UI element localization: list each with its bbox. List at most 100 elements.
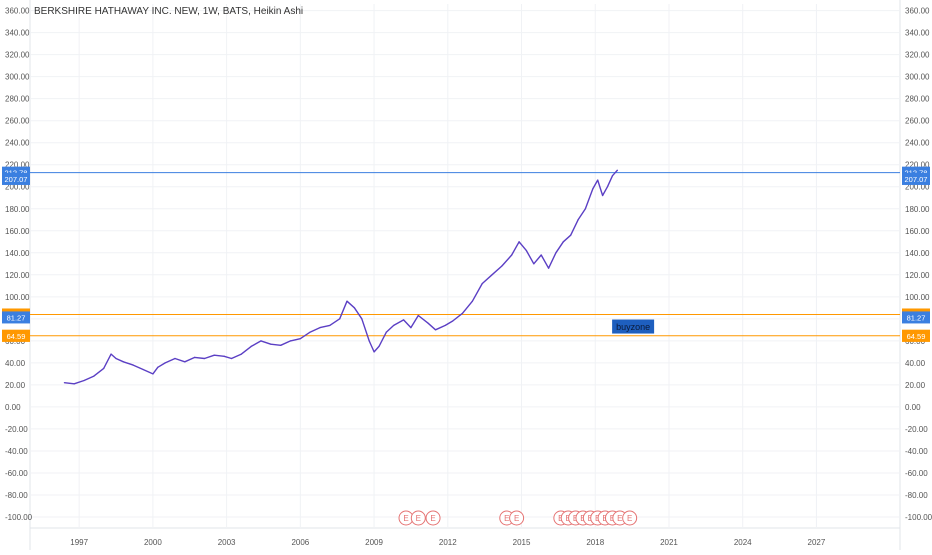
y-tick-label-left: 320.00 <box>5 51 30 60</box>
price-badge-right <box>902 311 930 324</box>
price-point <box>555 252 557 254</box>
x-tick-label: 2015 <box>513 538 531 547</box>
price-point <box>410 327 412 329</box>
price-point <box>373 351 375 353</box>
y-tick-label-left: 120.00 <box>5 271 30 280</box>
price-point <box>110 353 112 355</box>
price-point <box>203 357 206 360</box>
price-point <box>83 379 85 382</box>
price-point <box>525 249 528 252</box>
y-tick-label-right: 260.00 <box>905 117 930 126</box>
event-marker-label: E <box>504 514 509 523</box>
price-point <box>230 357 233 360</box>
price-point <box>103 367 105 369</box>
price-point <box>562 241 564 243</box>
y-tick-label-left: 20.00 <box>5 381 26 390</box>
y-tick-label-right: 180.00 <box>905 205 930 214</box>
y-tick-label-left: 0.00 <box>5 403 21 412</box>
price-point <box>491 274 493 276</box>
event-marker-label: E <box>627 514 632 523</box>
price-point <box>402 319 405 321</box>
y-tick-label-right: 40.00 <box>905 359 926 368</box>
y-tick-label-right: -40.00 <box>905 447 928 456</box>
price-badge-label-left: 207.07 <box>5 175 28 184</box>
event-marker <box>410 510 426 526</box>
y-tick-label-left: 280.00 <box>5 95 30 104</box>
price-point <box>592 188 594 190</box>
y-tick-label-left: 200.00 <box>5 183 30 192</box>
price-point <box>73 383 75 385</box>
event-marker-label: E <box>416 514 421 523</box>
y-tick-label-right: -20.00 <box>905 425 928 434</box>
price-point <box>353 307 356 309</box>
price-point <box>597 179 599 181</box>
y-tick-label-right: 100.00 <box>905 293 930 302</box>
y-tick-label-right: 220.00 <box>905 161 930 170</box>
x-tick-label: 2000 <box>144 538 162 547</box>
y-tick-label-left: 260.00 <box>5 117 30 126</box>
price-point <box>250 345 252 347</box>
price-point <box>115 357 117 360</box>
price-badge-label-left: 64.59 <box>7 332 26 341</box>
y-tick-label-left: -40.00 <box>5 447 28 456</box>
y-tick-label-left: 360.00 <box>5 7 30 16</box>
event-marker <box>425 510 441 526</box>
price-point <box>427 322 429 324</box>
price-point <box>547 267 550 269</box>
event-marker-label: E <box>617 514 622 523</box>
price-point <box>611 175 614 177</box>
y-tick-label-left: 40.00 <box>5 359 26 368</box>
y-tick-label-left: 220.00 <box>5 161 30 170</box>
price-badge-right <box>902 329 930 342</box>
y-tick-label-right: 140.00 <box>905 249 930 258</box>
price-point <box>260 340 262 342</box>
price-badge-left <box>2 172 30 185</box>
chart-title: BERKSHIRE HATHAWAY INC. NEW, 1W, BATS, H… <box>34 6 304 17</box>
price-point <box>299 338 301 340</box>
price-point <box>213 354 215 356</box>
x-tick-label: 2018 <box>586 538 604 547</box>
y-tick-label-right: 280.00 <box>905 95 930 104</box>
x-tick-label: 2021 <box>660 538 678 547</box>
price-point <box>240 353 242 355</box>
y-tick-label-right: 200.00 <box>905 183 930 192</box>
price-point <box>142 368 144 371</box>
event-marker-label: E <box>430 514 435 523</box>
price-point <box>164 362 166 364</box>
price-point <box>184 361 186 363</box>
price-point <box>417 314 419 317</box>
x-tick-label: 2012 <box>439 538 457 547</box>
y-tick-label-right: -80.00 <box>905 491 928 500</box>
x-tick-label: 2003 <box>218 538 236 547</box>
y-tick-label-left: -60.00 <box>5 469 28 478</box>
price-badge-label-right: 64.59 <box>907 332 926 341</box>
price-point <box>602 194 604 197</box>
event-marker <box>509 510 525 526</box>
price-point <box>339 318 341 320</box>
price-point <box>194 356 196 358</box>
y-tick-label-left: -20.00 <box>5 425 28 434</box>
price-point <box>518 241 520 243</box>
y-tick-label-left: 300.00 <box>5 73 30 82</box>
price-badge-right <box>902 172 930 185</box>
price-point <box>63 382 66 384</box>
y-tick-label-right: 120.00 <box>905 271 930 280</box>
y-tick-label-right: -60.00 <box>905 469 928 478</box>
price-point <box>481 283 483 285</box>
price-point <box>309 331 311 333</box>
y-tick-label-right: 360.00 <box>905 7 930 16</box>
price-point <box>616 169 618 171</box>
price-series-line <box>64 169 618 385</box>
price-point <box>471 300 473 302</box>
price-point <box>606 186 609 188</box>
price-point <box>393 324 395 327</box>
price-point <box>434 329 437 331</box>
price-point <box>346 300 348 302</box>
y-tick-label-right: 300.00 <box>905 73 930 82</box>
price-point <box>501 265 503 267</box>
y-tick-label-left: -100.00 <box>5 513 33 522</box>
price-point <box>461 312 464 314</box>
price-point <box>319 327 321 329</box>
